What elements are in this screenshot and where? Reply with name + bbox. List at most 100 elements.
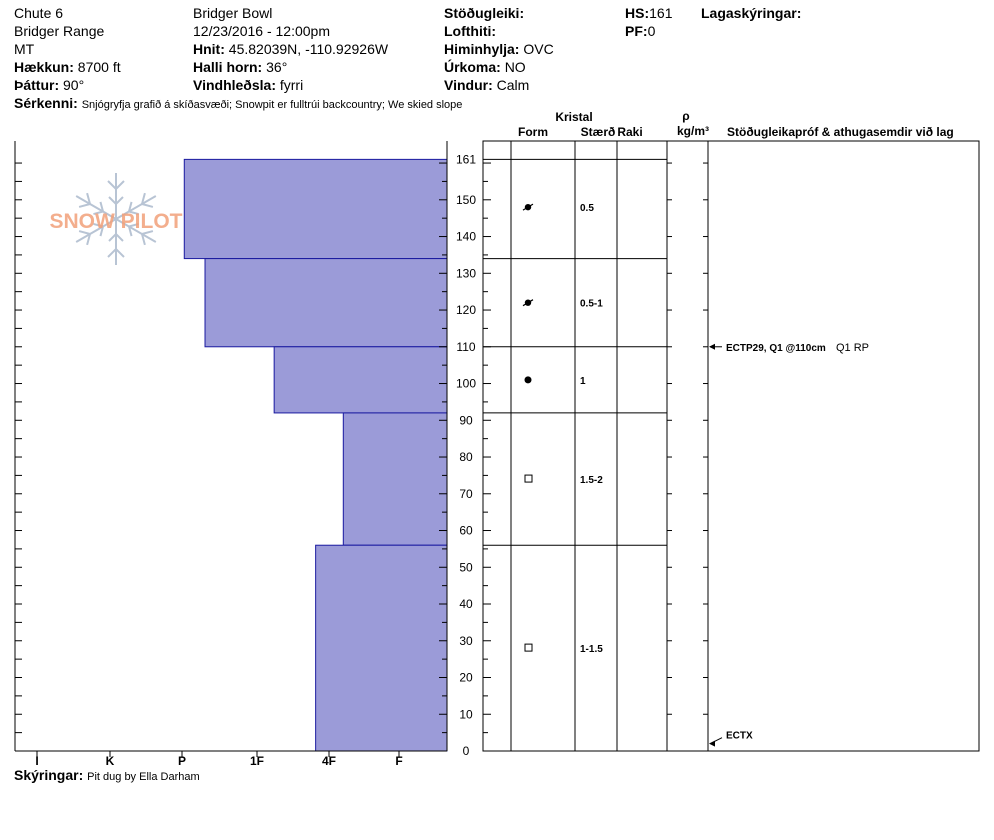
snowflake-stroke bbox=[107, 247, 125, 258]
snowflake-stroke bbox=[127, 222, 139, 237]
area-name: Bridger Bowl bbox=[193, 5, 273, 21]
test-arrow-icon bbox=[709, 740, 715, 747]
pit-name: Chute 6 bbox=[14, 5, 64, 21]
wind-value: Calm bbox=[496, 77, 530, 93]
snowflake-stroke bbox=[115, 195, 157, 220]
hs-row: HS:161 bbox=[625, 4, 672, 22]
hardness-label: 1F bbox=[250, 754, 264, 768]
aspect-label: Þáttur: bbox=[14, 77, 60, 93]
snowflake-stroke bbox=[140, 230, 154, 246]
coords-label: Hnit: bbox=[193, 41, 225, 57]
height-tick-label: 70 bbox=[459, 487, 473, 501]
elevation-row: Hækkun: 8700 ft bbox=[14, 58, 121, 76]
snowflake-stroke bbox=[107, 180, 125, 191]
snowflake-stroke bbox=[115, 218, 157, 243]
height-tick-label: 20 bbox=[459, 671, 473, 685]
height-tick-label: 40 bbox=[459, 597, 473, 611]
snowflake-stroke bbox=[140, 192, 154, 208]
height-tick-label: 30 bbox=[459, 634, 473, 648]
slope-value: 36° bbox=[266, 59, 288, 75]
logo-text: SNOW PILOT bbox=[50, 210, 183, 233]
crystal-form-ring-icon bbox=[522, 203, 534, 211]
features-label: Sérkenni: bbox=[14, 95, 78, 111]
air-temp-label: Lofthiti: bbox=[444, 23, 497, 39]
air-temp-row: Lofthiti: bbox=[444, 22, 496, 40]
wind-row: Vindur: Calm bbox=[444, 76, 529, 94]
crystal-size: 0.5-1 bbox=[580, 299, 603, 310]
hs-value: 161 bbox=[649, 5, 673, 21]
snowflake-arm bbox=[107, 219, 125, 265]
hardness-bars bbox=[183, 158, 448, 752]
height-tick-label: 60 bbox=[459, 524, 473, 538]
range-name: Bridger Range bbox=[14, 23, 105, 39]
snowflake-stroke bbox=[78, 230, 92, 246]
crystal-size: 1 bbox=[580, 376, 586, 387]
coords-row: Hnit: 45.82039N, -110.92926W bbox=[193, 40, 388, 58]
layer-notes-title: Lagaskýringar: bbox=[701, 4, 801, 22]
elevation-value: 8700 ft bbox=[77, 59, 121, 75]
footer-notes-label: Skýringar: bbox=[14, 767, 84, 783]
form-header: Form bbox=[518, 125, 548, 139]
slope-row: Halli horn: 36° bbox=[193, 58, 287, 76]
hardness-bar bbox=[315, 544, 448, 752]
snowflake-arm bbox=[75, 218, 117, 246]
datetime: 12/23/2016 - 12:00pm bbox=[193, 23, 330, 39]
layer-notes-label: Lagaskýringar: bbox=[701, 5, 802, 21]
test-label: ECTX bbox=[726, 731, 753, 742]
test-label: ECTP29, Q1 @110cm bbox=[726, 343, 826, 354]
stability-row: Stöðugleiki: bbox=[444, 4, 524, 22]
height-tick-label: 130 bbox=[456, 266, 476, 280]
snowflake-arm bbox=[107, 173, 125, 219]
height-tick-label: 120 bbox=[456, 303, 476, 317]
crystal-header: Kristal bbox=[555, 110, 592, 124]
hardness-bar bbox=[183, 158, 448, 260]
snowflake-stroke bbox=[108, 196, 124, 206]
snowflake-stroke bbox=[78, 192, 92, 208]
test-arrow-icon bbox=[709, 343, 715, 350]
snowflake-arm bbox=[115, 218, 157, 246]
snowflake-stroke bbox=[108, 232, 124, 242]
features-row: Sérkenni: Snjógryfja grafið á skíðasvæði… bbox=[14, 94, 462, 114]
snowflake-stroke bbox=[93, 222, 105, 237]
hardness-label: P bbox=[178, 754, 186, 768]
height-tick-label: 150 bbox=[456, 193, 476, 207]
crystal-form-dot-icon bbox=[524, 376, 532, 384]
crystal-form-square-icon bbox=[524, 474, 533, 483]
hs-label: HS: bbox=[625, 5, 650, 21]
crystal-size: 0.5 bbox=[580, 203, 594, 214]
height-tick-label: 90 bbox=[459, 413, 473, 427]
hardness-bar bbox=[342, 412, 448, 546]
hardness-axis: I K P 1F 4F F bbox=[14, 141, 447, 768]
snowflake-icon bbox=[75, 173, 157, 265]
height-tick-label: 50 bbox=[459, 560, 473, 574]
features-value: Snjógryfja grafið á skíðasvæði; Snowpit … bbox=[81, 99, 463, 111]
snowflake-stroke bbox=[127, 201, 139, 216]
hardness-label: F bbox=[395, 754, 402, 768]
moisture-header: Raki bbox=[617, 125, 642, 139]
state-name: MT bbox=[14, 41, 35, 57]
footer-notes-value: Pit dug by Ella Darham bbox=[87, 771, 200, 783]
aspect-value: 90° bbox=[63, 77, 85, 93]
stability-label: Stöðugleiki: bbox=[444, 5, 525, 21]
pf-label: PF: bbox=[625, 23, 648, 39]
hardness-label: K bbox=[106, 754, 115, 768]
elevation-label: Hækkun: bbox=[14, 59, 74, 75]
height-tick-label: 10 bbox=[459, 707, 473, 721]
aspect-row: Þáttur: 90° bbox=[14, 76, 84, 94]
hardness-label: 4F bbox=[322, 754, 336, 768]
height-tick-label: 0 bbox=[463, 744, 470, 758]
height-tick-label: 161 bbox=[456, 152, 476, 166]
crystal-size: 1.5-2 bbox=[580, 475, 603, 486]
hardness-bar bbox=[204, 258, 448, 348]
precip-value: NO bbox=[504, 59, 526, 75]
sky-row: Himinhylja: OVC bbox=[444, 40, 554, 58]
coords-value: 45.82039N, -110.92926W bbox=[228, 41, 389, 57]
table-frame bbox=[482, 140, 980, 752]
crystal-form-ring-icon bbox=[522, 299, 534, 307]
precip-row: Úrkoma: NO bbox=[444, 58, 526, 76]
wind-label: Vindur: bbox=[444, 77, 493, 93]
hardness-label: I bbox=[35, 754, 38, 768]
wind-loading-label: Vindhleðsla: bbox=[193, 77, 276, 93]
snowflake-arm bbox=[75, 192, 117, 220]
